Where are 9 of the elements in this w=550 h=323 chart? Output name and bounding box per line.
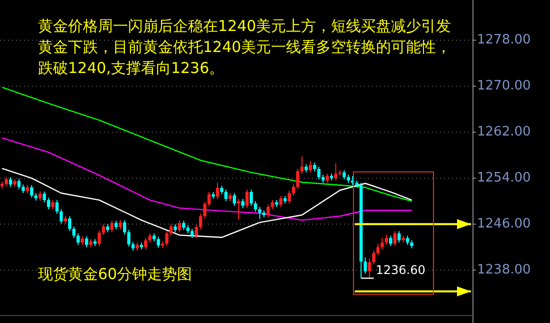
y-tick-label: 1246.00: [477, 216, 531, 232]
y-tick-label: 1254.00: [477, 170, 531, 186]
y-tick-label: 1278.00: [477, 32, 531, 48]
annotation: 1236.60: [376, 263, 426, 278]
y-tick-label: 1238.00: [477, 262, 531, 278]
text: 黄金价格周一闪崩后企稳在1240美元上方，短线买盘减少引发黄金下跌，目前黄金依托1240美元一线看多空转换的可能性，跌破1240,支撑看向1236。: [38, 16, 452, 79]
y-tick-label: 1270.00: [477, 78, 531, 94]
y-tick-label: 1262.00: [477, 124, 531, 140]
annotation: 现货黄金60分钟走势图: [38, 265, 192, 283]
